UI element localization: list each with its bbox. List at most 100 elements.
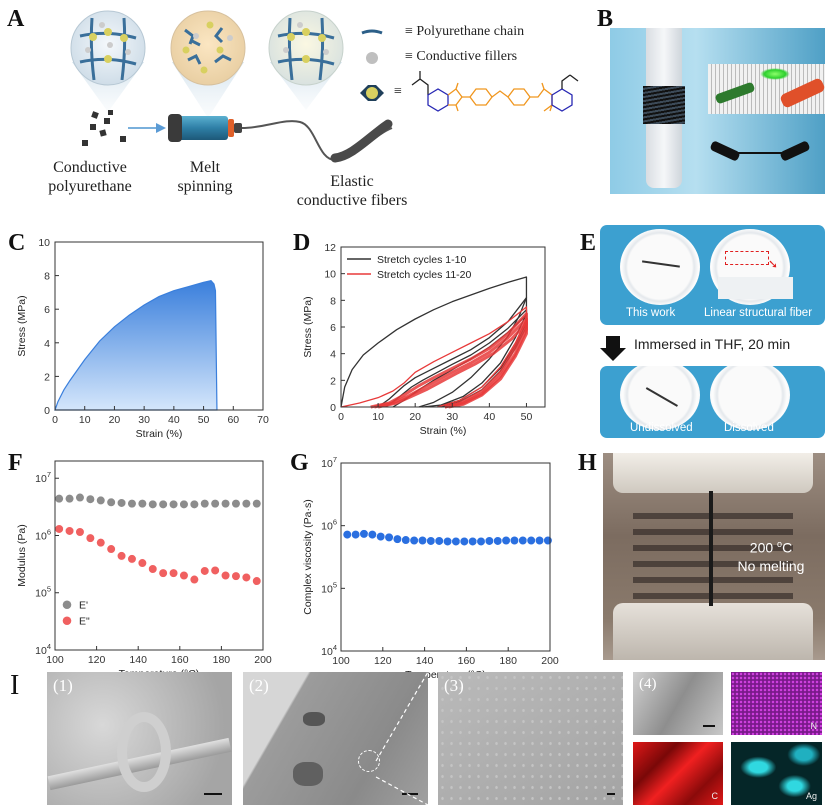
red-cycle-loop <box>374 317 528 409</box>
data-point <box>342 530 352 540</box>
modulus-temperature-chart: E'E"100120140160180200104105106107Temper… <box>16 460 272 680</box>
data-point <box>168 499 179 509</box>
scale-bar <box>607 793 615 795</box>
magnifier-fiber <box>268 10 344 110</box>
panel-label-c: C <box>8 230 26 256</box>
y-tick-exponent: 7 <box>333 455 337 464</box>
data-point <box>220 499 231 509</box>
step-label-line: Elastic <box>330 173 374 190</box>
data-point <box>534 535 545 546</box>
x-tick-label: 0 <box>338 411 344 423</box>
data-point <box>64 526 75 536</box>
data-point <box>106 544 116 554</box>
step-label-line: Conductive <box>53 159 127 176</box>
legend-marker <box>62 616 72 626</box>
y-tick-label: 10 <box>324 269 336 281</box>
zoom-inset <box>718 277 793 299</box>
data-point <box>158 568 168 578</box>
magnifier-pellet <box>70 10 146 112</box>
x-tick-label: 140 <box>129 654 147 666</box>
viscosity-temperature-chart: 100 120 140 160 180 200104105106107Temperatur… <box>302 455 559 681</box>
legend-label: Stretch cycles 1-10 <box>377 254 466 266</box>
y-tick-label: 106 <box>35 527 51 542</box>
conductive-pellets <box>82 110 126 146</box>
x-tick-label: 0 <box>52 414 58 426</box>
x-tick-label: 10 <box>372 411 384 423</box>
data-point <box>85 533 95 543</box>
data-point <box>459 536 469 547</box>
x-tick-label: 30 <box>446 411 458 423</box>
y-tick-label: 107 <box>35 470 51 485</box>
temperature-annotation: 200 oC No melting <box>721 535 821 575</box>
data-point <box>231 499 241 509</box>
data-point <box>116 498 127 508</box>
eds-map-silver: Ag <box>731 742 822 805</box>
x-tick-label: 60 <box>227 414 239 426</box>
step-label-line: spinning <box>177 178 233 195</box>
data-point <box>75 492 85 503</box>
data-point <box>179 570 189 581</box>
data-point <box>442 536 453 547</box>
data-point <box>351 530 361 540</box>
data-point <box>252 576 262 586</box>
y-tick-label: 104 <box>321 643 337 658</box>
scale-bar <box>402 793 418 795</box>
panel-label-b: B <box>597 6 614 32</box>
sem-image-magnified: (3) <box>438 672 623 805</box>
y-tick-label: 8 <box>330 295 336 307</box>
data-point <box>426 536 436 546</box>
y-tick-exponent: 5 <box>333 580 337 589</box>
x-tick-label: 120 <box>88 654 106 666</box>
highlight-box <box>725 251 769 265</box>
data-point <box>200 566 210 576</box>
y-tick-label: 2 <box>330 375 336 387</box>
x-tick-label: 30 <box>138 414 150 426</box>
high-temperature-photo: 200 oC No melting <box>603 453 825 660</box>
data-point <box>401 535 411 545</box>
dish <box>620 229 700 305</box>
panel-label-i: I <box>10 670 20 701</box>
data-point <box>96 538 106 548</box>
plot-frame <box>54 241 264 411</box>
crosslinker-structure-icon <box>411 71 579 112</box>
label-linear-fiber: Linear structural fiber <box>704 307 813 319</box>
data-point <box>210 499 220 509</box>
data-point <box>417 535 428 546</box>
legend-label: Stretch cycles 11-20 <box>377 269 472 281</box>
y-tick-label: 105 <box>35 585 51 600</box>
down-arrow-head <box>600 348 626 361</box>
y-tick-label: 2 <box>44 371 50 383</box>
x-tick-label: 50 <box>521 411 533 423</box>
pointer-arrow-icon: ➘ <box>768 257 779 271</box>
step-label-line: polyurethane <box>48 178 132 195</box>
y-tick-label: 106 <box>321 518 337 533</box>
x-tick-label: 200 <box>254 654 272 666</box>
thf-step-label: Immersed in THF, 20 min <box>634 336 791 352</box>
x-tick-label: 20 <box>109 414 121 426</box>
data-point <box>96 495 106 506</box>
element-label: N <box>810 721 818 731</box>
element-label: C <box>711 791 719 801</box>
label-undissolved: Undissolved <box>630 422 693 434</box>
data-point <box>392 534 403 544</box>
x-tick-label: 40 <box>484 411 496 423</box>
data-point <box>518 535 528 546</box>
data-point <box>137 499 147 509</box>
step-label-melt-spinning: Melt spinning <box>160 158 250 196</box>
step-label-pellets: Conductive polyurethane <box>40 158 140 196</box>
data-point <box>137 558 147 568</box>
data-point <box>367 530 377 540</box>
black-clip <box>779 140 811 162</box>
x-tick-label: 50 <box>198 414 210 426</box>
data-point <box>526 535 536 546</box>
scale-bar <box>703 725 715 727</box>
data-point <box>148 564 158 574</box>
data-point <box>64 494 75 504</box>
x-tick-label: 200 <box>541 655 559 667</box>
y-tick-exponent: 6 <box>47 527 51 536</box>
x-tick-label: 40 <box>168 414 180 426</box>
x-tick-label: 20 <box>409 411 421 423</box>
data-point <box>376 531 386 542</box>
panel-label-g: G <box>290 450 309 476</box>
upper-clamp <box>613 453 813 493</box>
